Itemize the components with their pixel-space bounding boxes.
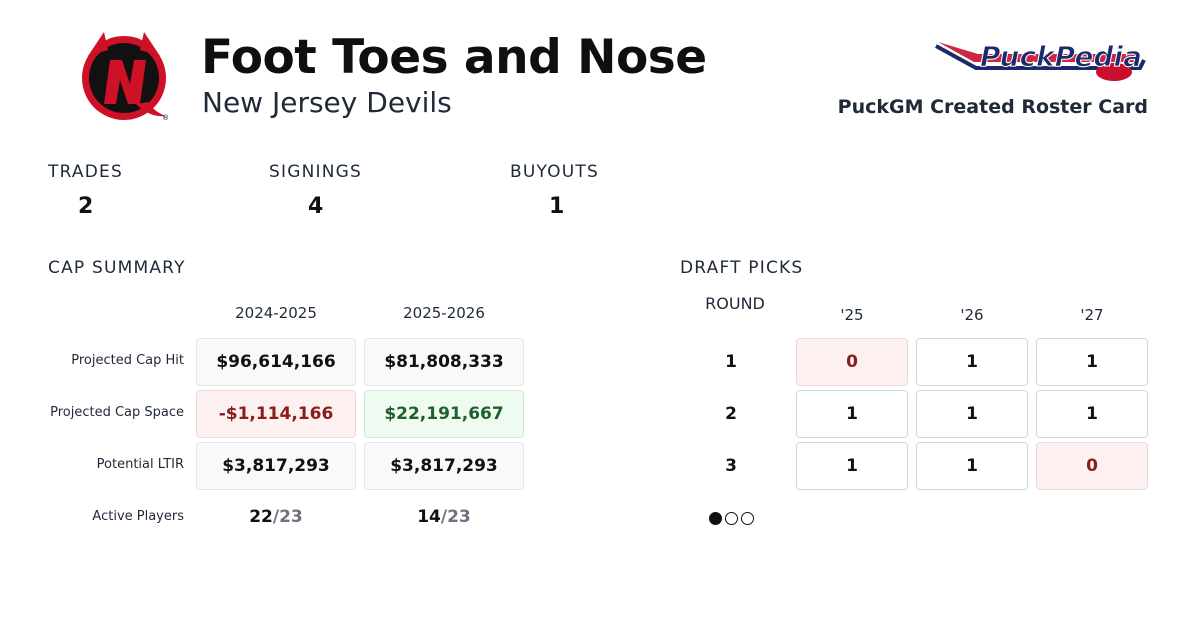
pick-cell: 1 [1036,338,1148,386]
stat-signings: SIGNINGS 4 [269,162,469,219]
pick-cell: 1 [1036,390,1148,438]
pick-cell: 1 [916,442,1028,490]
team-name: New Jersey Devils [202,86,452,119]
active-max: /23 [440,507,471,527]
ltir-cell: $3,817,293 [364,442,524,490]
stat-trades: TRADES 2 [48,162,248,219]
active-players-label: Active Players [92,509,184,524]
cap-hit-cell: $96,614,166 [196,338,356,386]
pick-cell: 1 [916,338,1028,386]
gm-name-title: Foot Toes and Nose [201,30,707,85]
round-number: 2 [725,404,737,424]
pagination-dots [709,512,754,525]
stat-buyouts: BUYOUTS 1 [510,162,710,219]
active-players-value: 22/23 [196,507,356,527]
year-header: '27 [1080,306,1104,324]
cap-summary-title: CAP SUMMARY [48,258,186,278]
draft-picks-title: DRAFT PICKS [680,258,804,278]
cap-hit-cell: $81,808,333 [364,338,524,386]
active-max: /23 [272,507,303,527]
page-dot-1[interactable] [709,512,722,525]
pick-cell: 0 [1036,442,1148,490]
year-header: '25 [840,306,864,324]
round-number: 3 [725,456,737,476]
cap-hit-label: Projected Cap Hit [71,353,184,368]
cap-space-cell: $22,191,667 [364,390,524,438]
roster-card-caption: PuckGM Created Roster Card [837,96,1148,118]
pick-cell: 0 [796,338,908,386]
page-dot-2[interactable] [725,512,738,525]
active-count: 22 [249,507,273,527]
puckpedia-logo: PuckPedia [935,40,1146,81]
svg-text:®: ® [162,114,169,122]
active-count: 14 [417,507,441,527]
pick-cell: 1 [916,390,1028,438]
pick-cell: 1 [796,390,908,438]
ltir-label: Potential LTIR [96,457,184,472]
year-header: '26 [960,306,984,324]
ltir-cell: $3,817,293 [196,442,356,490]
season-header: 2025-2026 [403,304,485,322]
svg-text:PuckPedia: PuckPedia [980,40,1142,73]
stat-value: 4 [308,194,324,219]
cap-space-cell: -$1,114,166 [196,390,356,438]
stat-value: 2 [78,194,94,219]
stat-label: BUYOUTS [510,162,599,182]
stat-value: 1 [549,194,565,219]
round-number: 1 [725,352,737,372]
stat-label: SIGNINGS [269,162,362,182]
team-logo-icon: ® [82,32,169,122]
active-players-value: 14/23 [364,507,524,527]
page-dot-3[interactable] [741,512,754,525]
pick-cell: 1 [796,442,908,490]
round-header: ROUND [705,294,765,313]
cap-space-label: Projected Cap Space [50,405,184,420]
stat-label: TRADES [48,162,123,182]
season-header: 2024-2025 [235,304,317,322]
